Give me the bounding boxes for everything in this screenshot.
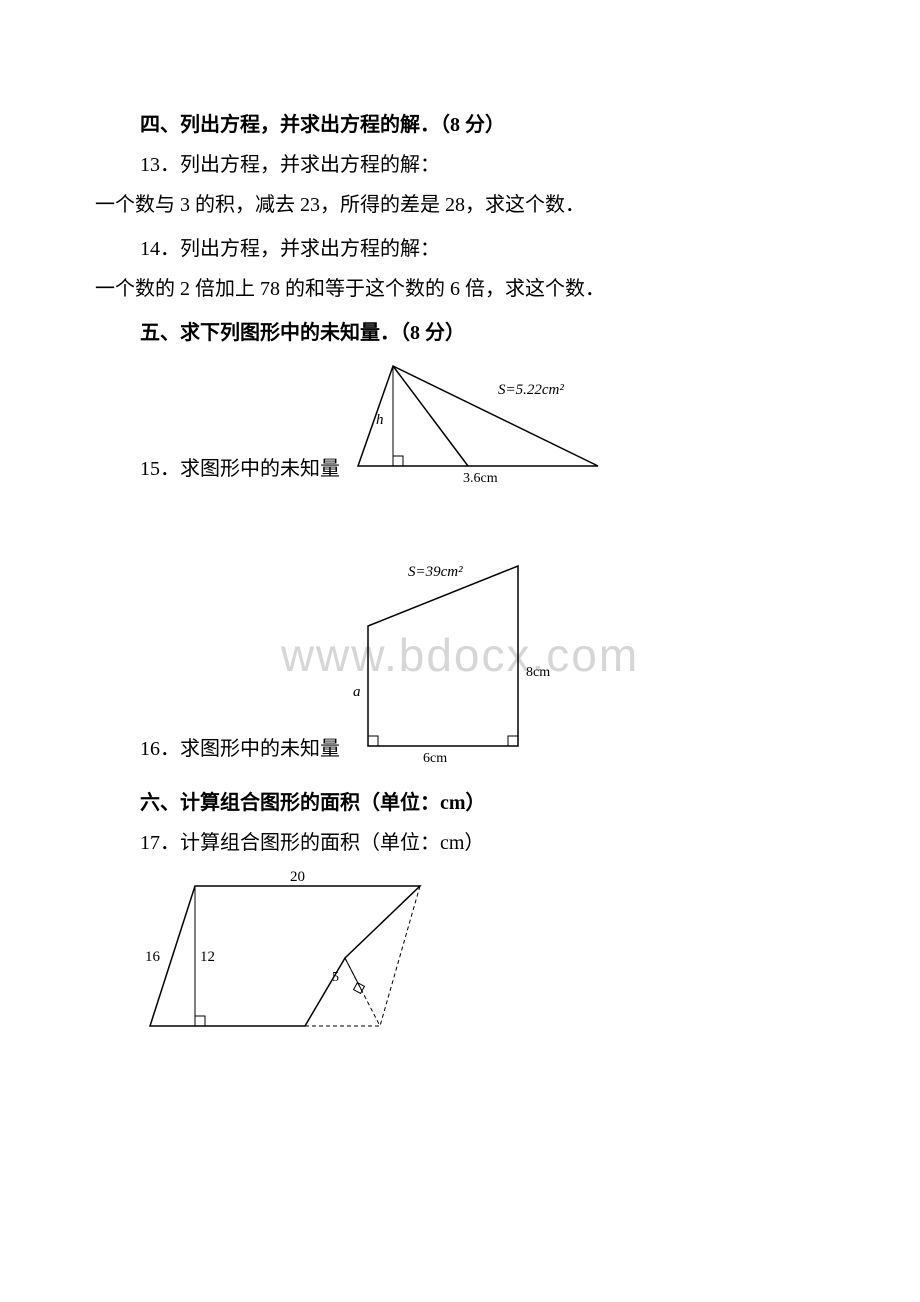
fig15-area-label: S=5.22cm² <box>498 382 564 398</box>
question-17-lead: 17．计算组合图形的面积（单位：cm） <box>95 826 825 860</box>
fig15-height-label: h <box>376 412 384 428</box>
question-13-body: 一个数与 3 的积，减去 23，所得的差是 28，求这个数． <box>95 188 825 222</box>
fig16-base-label: 6cm <box>423 751 447 766</box>
question-14-body: 一个数的 2 倍加上 78 的和等于这个数的 6 倍，求这个数． <box>95 272 825 306</box>
figure-17-shape: 20 16 12 5 <box>140 866 460 1046</box>
fig17-inner-label: 5 <box>332 970 339 985</box>
figure-15-triangle: S=5.22cm² h 3.6cm <box>348 356 618 486</box>
fig16-right-label: 8cm <box>526 665 550 680</box>
figure-16-trapezoid: S=39cm² a 8cm 6cm <box>348 546 568 766</box>
question-15-row: 15．求图形中的未知量 S=5.22cm² h 3.6cm <box>95 356 825 486</box>
fig16-left-label: a <box>353 684 361 700</box>
section-6-heading: 六、计算组合图形的面积（单位：cm） <box>95 786 825 820</box>
fig17-height-label: 12 <box>200 949 215 965</box>
fig17-top-label: 20 <box>290 869 305 885</box>
fig15-base-label: 3.6cm <box>463 471 498 486</box>
question-16-row: 16．求图形中的未知量 S=39cm² a 8cm 6cm <box>95 546 825 766</box>
question-15-label: 15．求图形中的未知量 <box>140 452 340 486</box>
figure-17-container: 20 16 12 5 <box>95 866 825 1046</box>
question-14-lead: 14．列出方程，并求出方程的解： <box>95 232 825 266</box>
question-16-label: 16．求图形中的未知量 <box>140 732 340 766</box>
fig17-left-label: 16 <box>145 949 161 965</box>
question-13-lead: 13．列出方程，并求出方程的解： <box>95 148 825 182</box>
section-4-heading: 四、列出方程，并求出方程的解．（8 分） <box>95 108 825 142</box>
fig16-area-label: S=39cm² <box>408 564 463 580</box>
section-5-heading: 五、求下列图形中的未知量．（8 分） <box>95 316 825 350</box>
